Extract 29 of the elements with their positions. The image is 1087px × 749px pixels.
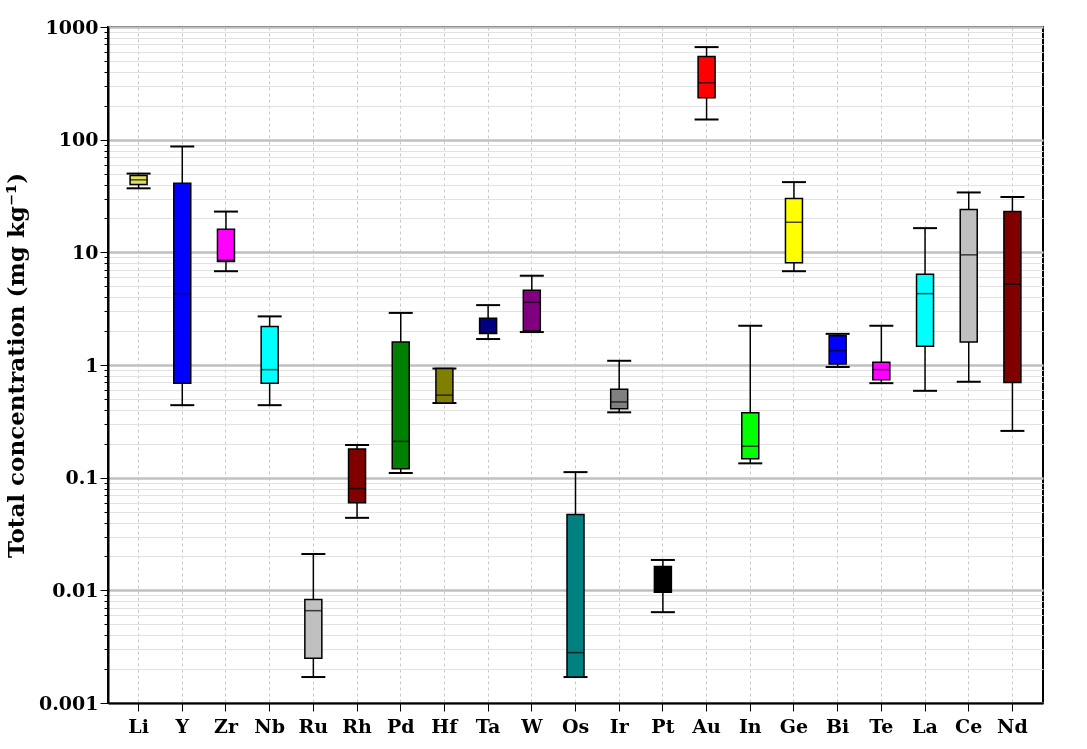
x-tick-label: Au	[691, 714, 722, 737]
x-tick-label: Te	[869, 714, 894, 737]
x-tick-label: Pt	[651, 714, 675, 737]
x-tick-label: In	[738, 714, 762, 737]
x-tick-label: La	[912, 714, 938, 737]
x-tick-label: Y	[174, 714, 190, 737]
x-tick-label: Rh	[342, 714, 373, 737]
y-tick-label: 0.1	[65, 466, 99, 489]
x-tick-label: Ge	[779, 714, 809, 737]
x-tick-label: Hf	[431, 714, 460, 737]
x-tick-label: Li	[128, 714, 149, 737]
x-tick-label: Nb	[254, 714, 285, 737]
x-tick-label: Pd	[386, 714, 415, 737]
x-tick-label: W	[520, 714, 544, 737]
x-tick-label: Ru	[298, 714, 329, 737]
y-axis-title: Total concentration (mg kg⁻¹)	[2, 172, 29, 559]
x-tick-label: Bi	[826, 714, 850, 737]
y-tick-label: 100	[58, 128, 99, 151]
x-tick-label: Ir	[609, 714, 630, 737]
y-tick-label: 0.001	[39, 691, 99, 714]
x-tick-label: Ta	[475, 714, 501, 737]
y-tick-label: 1	[85, 353, 99, 376]
y-tick-label: 0.01	[52, 578, 99, 601]
x-tick-label: Os	[561, 714, 590, 737]
x-tick-label: Nd	[997, 714, 1028, 737]
y-tick-label: 1000	[45, 15, 99, 38]
x-tick-label: Zr	[214, 714, 239, 737]
x-tick-label: Ce	[955, 714, 983, 737]
y-tick-label: 10	[72, 240, 99, 263]
